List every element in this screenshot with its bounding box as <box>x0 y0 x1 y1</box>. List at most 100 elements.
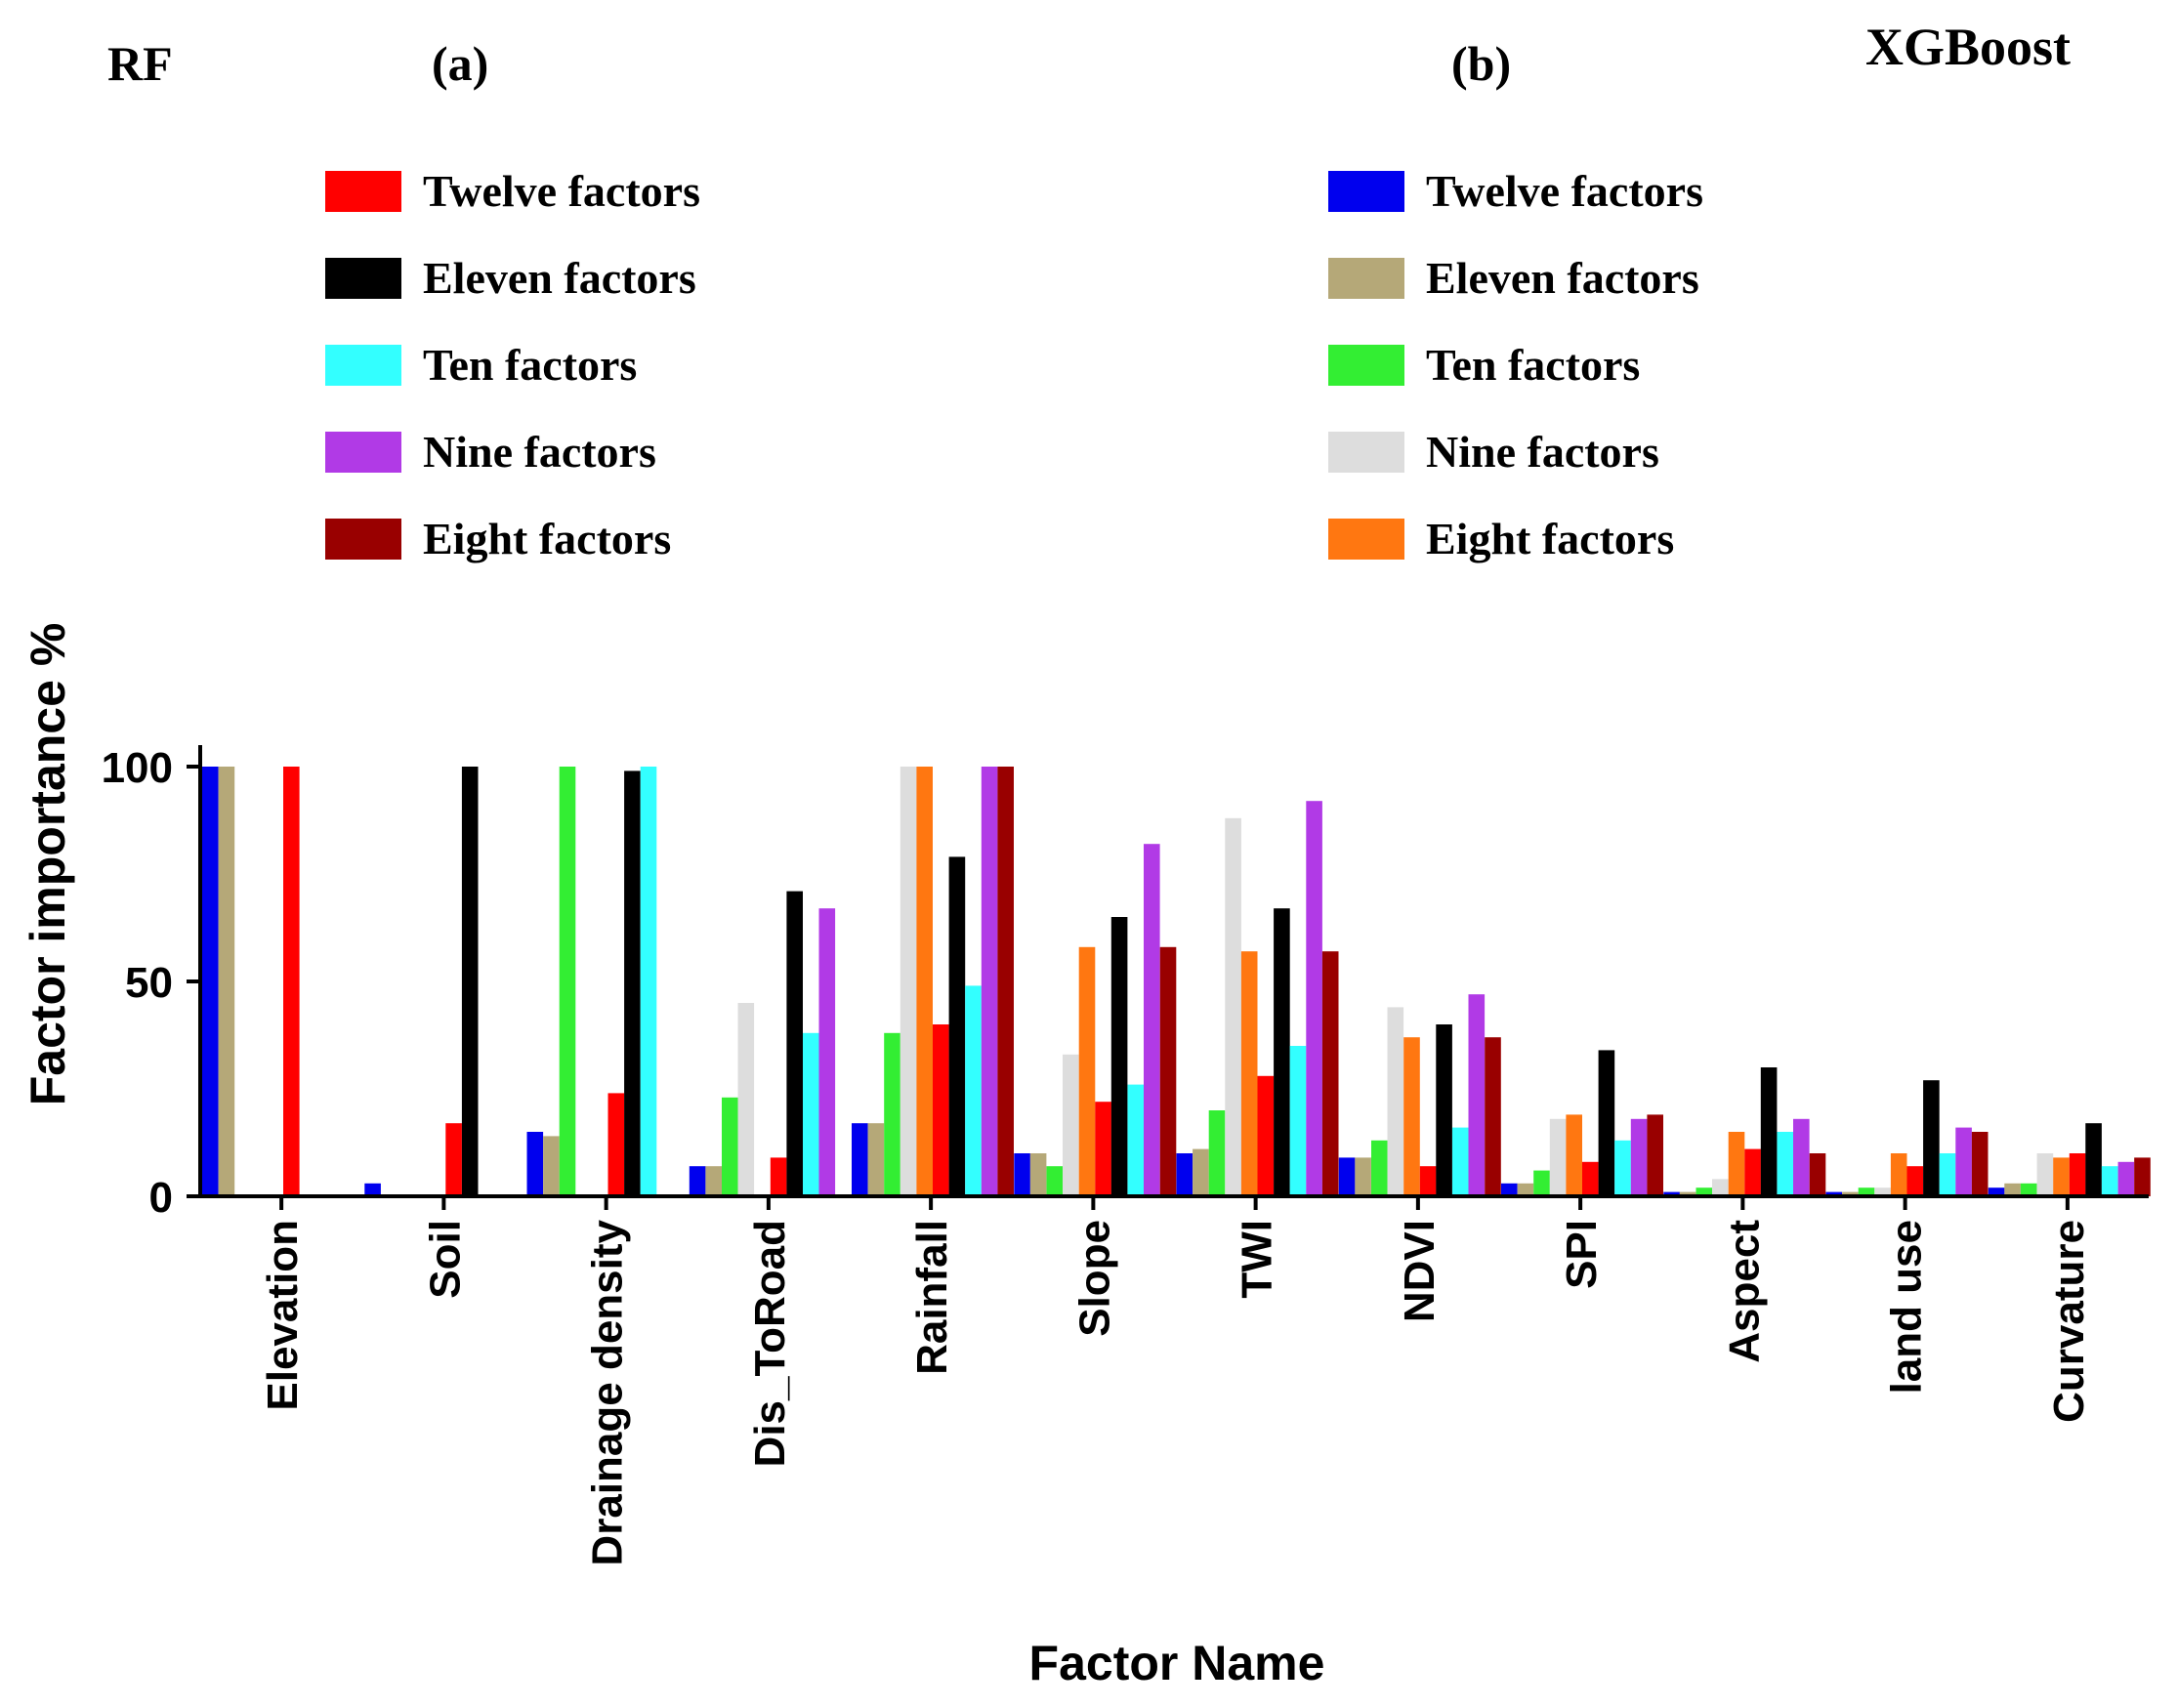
bar-twi-rf-twelve-factors <box>1257 1075 1275 1196</box>
legend-xgboost-swatch-ten-factors <box>1328 345 1404 386</box>
bar-drainage-density-xgboost-ten-factors <box>559 767 576 1196</box>
legend-xgboost: Twelve factors Eleven factors Ten factors N… <box>1328 166 1703 563</box>
bar-spi-xgboost-nine-factors <box>1549 1118 1567 1196</box>
bar-twi-xgboost-ten-factors <box>1208 1110 1226 1196</box>
bar-ndvi-xgboost-ten-factors <box>1371 1140 1388 1196</box>
bar-elevation-xgboost-eleven-factors <box>218 767 235 1196</box>
bar-land-use-xgboost-ten-factors <box>1858 1187 1875 1196</box>
legend-rf-label-nine-factors: Nine factors <box>423 427 656 477</box>
x-tick-label-elevation: Elevation <box>259 1220 307 1411</box>
bar-aspect-xgboost-twelve-factors <box>1663 1191 1680 1196</box>
bar-rainfall-rf-eight-factors <box>997 767 1014 1196</box>
bar-slope-rf-nine-factors <box>1144 844 1160 1196</box>
bar-ndvi-xgboost-eleven-factors <box>1355 1157 1371 1196</box>
bars-group <box>202 767 2151 1196</box>
bar-ndvi-rf-ten-factors <box>1452 1127 1469 1196</box>
bar-slope-xgboost-ten-factors <box>1046 1166 1064 1196</box>
legend-rf-swatch-nine-factors <box>325 432 401 473</box>
bar-aspect-rf-ten-factors <box>1777 1132 1794 1196</box>
bar-land-use-rf-eight-factors <box>1971 1132 1989 1196</box>
legend-xgboost-swatch-twelve-factors <box>1328 171 1404 212</box>
y-axis-title: Factor importance % <box>21 623 75 1106</box>
bar-ndvi-rf-eight-factors <box>1485 1037 1501 1196</box>
legend-xgboost-swatch-eight-factors <box>1328 519 1404 560</box>
bar-aspect-xgboost-ten-factors <box>1696 1187 1713 1196</box>
y-tick-label-100: 100 <box>102 744 173 792</box>
bar-rainfall-rf-nine-factors <box>981 767 998 1196</box>
bar-drainage-density-xgboost-twelve-factors <box>526 1132 544 1196</box>
bar-ndvi-rf-eleven-factors <box>1436 1024 1452 1196</box>
bar-twi-xgboost-twelve-factors <box>1176 1153 1193 1196</box>
bar-land-use-xgboost-eleven-factors <box>1842 1191 1859 1196</box>
bar-rainfall-xgboost-ten-factors <box>884 1032 900 1196</box>
bar-spi-rf-nine-factors <box>1630 1118 1648 1196</box>
panel-label-a: (a) <box>432 36 488 91</box>
bar-aspect-rf-eight-factors <box>1809 1153 1826 1196</box>
x-tick-label-slope: Slope <box>1070 1220 1118 1337</box>
bar-dis-toroad-xgboost-nine-factors <box>737 1003 755 1196</box>
bar-dis-toroad-rf-twelve-factors <box>770 1157 787 1196</box>
legend-rf-swatch-eleven-factors <box>325 258 401 299</box>
bar-soil-rf-twelve-factors <box>445 1123 462 1196</box>
bar-drainage-density-rf-eleven-factors <box>624 771 641 1196</box>
bar-slope-rf-eleven-factors <box>1110 917 1128 1196</box>
bar-twi-rf-nine-factors <box>1306 801 1322 1196</box>
x-tick-label-curvature: Curvature <box>2045 1220 2093 1423</box>
legend-xgboost-swatch-nine-factors <box>1328 432 1404 473</box>
bar-curvature-xgboost-twelve-factors <box>1988 1187 2005 1196</box>
bar-curvature-rf-nine-factors <box>2117 1161 2135 1196</box>
legend-xgboost-swatch-eleven-factors <box>1328 258 1404 299</box>
bar-soil-xgboost-twelve-factors <box>364 1183 381 1196</box>
legend-rf-swatch-ten-factors <box>325 345 401 386</box>
bar-twi-xgboost-eight-factors <box>1240 951 1258 1196</box>
x-tick-label-twi: TWI <box>1234 1220 1281 1299</box>
bar-curvature-xgboost-nine-factors <box>2036 1153 2054 1196</box>
bar-ndvi-rf-twelve-factors <box>1419 1166 1437 1196</box>
bar-slope-rf-eight-factors <box>1159 946 1177 1196</box>
x-tick-label-aspect: Aspect <box>1720 1220 1768 1363</box>
bar-rainfall-rf-eleven-factors <box>948 856 966 1196</box>
x-tick-label-rainfall: Rainfall <box>908 1220 956 1375</box>
bar-rainfall-xgboost-twelve-factors <box>852 1123 868 1196</box>
x-tick-labels: Elevation Soil Drainage density Dis_ToRoad R… <box>259 1219 2093 1565</box>
bar-rainfall-rf-ten-factors <box>965 985 982 1196</box>
bar-spi-rf-eight-factors <box>1647 1114 1663 1196</box>
bar-curvature-xgboost-eleven-factors <box>2004 1183 2021 1196</box>
bar-slope-rf-ten-factors <box>1127 1084 1145 1196</box>
bar-dis-toroad-xgboost-eleven-factors <box>705 1166 722 1196</box>
bar-spi-xgboost-twelve-factors <box>1501 1183 1518 1196</box>
bar-drainage-density-xgboost-eleven-factors <box>543 1136 560 1196</box>
bar-twi-rf-eight-factors <box>1321 951 1339 1196</box>
bar-soil-rf-eleven-factors <box>461 767 479 1196</box>
bar-spi-xgboost-eight-factors <box>1566 1114 1582 1196</box>
bar-rainfall-xgboost-eight-factors <box>916 767 933 1196</box>
bar-curvature-rf-eight-factors <box>2134 1157 2151 1196</box>
bar-aspect-rf-eleven-factors <box>1760 1067 1778 1196</box>
bar-dis-toroad-xgboost-twelve-factors <box>689 1166 706 1196</box>
legend-xgboost-label-eight-factors: Eight factors <box>1426 514 1674 563</box>
bar-ndvi-rf-nine-factors <box>1468 994 1486 1196</box>
bar-slope-rf-twelve-factors <box>1095 1102 1111 1196</box>
legend-xgboost-label-nine-factors: Nine factors <box>1426 427 1659 477</box>
bar-land-use-xgboost-nine-factors <box>1874 1187 1891 1196</box>
y-tick-label-50: 50 <box>125 959 173 1007</box>
legend-rf-label-ten-factors: Ten factors <box>423 340 637 390</box>
legend-rf: Twelve factors Eleven factors Ten factors N… <box>325 166 700 563</box>
bar-slope-xgboost-eight-factors <box>1078 946 1096 1196</box>
bar-dis-toroad-xgboost-ten-factors <box>722 1097 738 1196</box>
bar-curvature-rf-ten-factors <box>2101 1166 2118 1196</box>
legend-rf-label-eight-factors: Eight factors <box>423 514 671 563</box>
bar-elevation-xgboost-twelve-factors <box>202 767 219 1196</box>
bar-aspect-rf-twelve-factors <box>1744 1148 1761 1196</box>
legend-xgboost-label-ten-factors: Ten factors <box>1426 340 1640 390</box>
bar-curvature-rf-eleven-factors <box>2085 1123 2102 1196</box>
legend-rf-swatch-twelve-factors <box>325 171 401 212</box>
bar-aspect-xgboost-nine-factors <box>1712 1179 1729 1196</box>
x-tick-label-soil: Soil <box>421 1220 469 1299</box>
bar-spi-rf-twelve-factors <box>1582 1161 1599 1196</box>
x-tick-label-dis-toroad: Dis_ToRoad <box>746 1220 794 1467</box>
model-label-rf: RF <box>107 36 173 91</box>
bar-spi-rf-eleven-factors <box>1598 1050 1615 1196</box>
bar-land-use-rf-eleven-factors <box>1923 1080 1940 1196</box>
